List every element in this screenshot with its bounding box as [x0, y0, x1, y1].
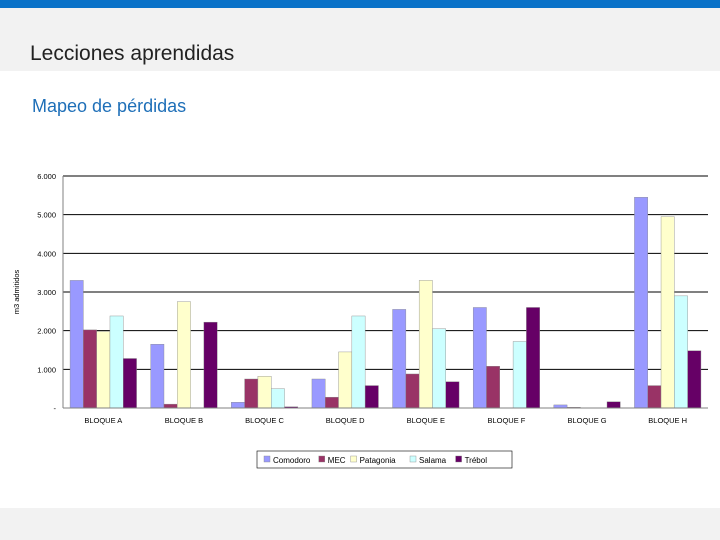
legend-label: Trébol [465, 456, 488, 465]
bar-comodoro [392, 309, 407, 409]
legend: Comodoro MEC Patagonia Salama Trébol [256, 450, 513, 469]
y-tick-label: 5.000 [37, 211, 56, 220]
bar-salama [674, 295, 688, 409]
legend-swatch [350, 455, 357, 463]
bar-tr-bol [606, 401, 621, 409]
bar-tr-bol [123, 358, 137, 409]
bar-patagonia [338, 351, 353, 409]
bar-chart: - 1.000 2.000 3.000 4.000 5.000 6.000 m3 admit… [12, 172, 708, 469]
bar-comodoro [311, 378, 326, 409]
bar-tr-bol [364, 385, 379, 409]
bar-patagonia [257, 376, 272, 409]
y-tick-label: 2.000 [37, 327, 56, 336]
x-tick-label: BLOQUE F [487, 416, 525, 425]
legend-label: Patagonia [360, 456, 397, 465]
bar-patagonia [418, 280, 433, 409]
footer-band [0, 508, 720, 540]
bar-comodoro [634, 197, 648, 409]
x-tick-label: BLOQUE E [407, 416, 445, 425]
y-tick-labels: - 1.000 2.000 3.000 4.000 5.000 6.000 [37, 172, 56, 413]
bar-comodoro [150, 343, 165, 409]
bar-salama [109, 315, 124, 409]
bar-mec [405, 373, 420, 409]
legend-label: Comodoro [273, 456, 311, 465]
top-accent-bar [0, 0, 720, 8]
legend-label: MEC [328, 456, 346, 465]
bar-patagonia [96, 331, 111, 409]
bar-mec [244, 378, 259, 409]
y-tick-label: - [54, 404, 57, 413]
bar-tr-bol [445, 381, 460, 409]
x-tick-label: BLOQUE A [84, 416, 122, 425]
slide-subtitle: Mapeo de pérdidas [32, 96, 187, 116]
bar-tr-bol [526, 307, 540, 409]
bar-mec [163, 403, 178, 409]
x-tick-labels: BLOQUE A BLOQUE B BLOQUE C BLOQUE D BLOQUE E… [84, 416, 687, 425]
bar-mec [83, 329, 97, 409]
header-band [0, 8, 720, 71]
bar-salama [351, 315, 366, 409]
bar-comodoro [472, 307, 487, 409]
legend-swatch [263, 455, 271, 463]
bar-salama [432, 328, 446, 409]
x-tick-label: BLOQUE H [648, 416, 687, 425]
bar-patagonia [660, 216, 675, 409]
bar-comodoro [69, 280, 84, 409]
bar-patagonia [177, 301, 191, 409]
y-tick-label: 1.000 [37, 365, 56, 374]
gridlines [63, 175, 708, 370]
bars [69, 197, 702, 409]
bar-comodoro [231, 401, 245, 409]
x-tick-label: BLOQUE B [165, 416, 203, 425]
legend-swatch [318, 455, 325, 463]
bar-tr-bol [687, 350, 702, 409]
bar-tr-bol [203, 321, 218, 409]
bar-salama [512, 341, 527, 409]
x-tick-label: BLOQUE G [567, 416, 606, 425]
x-tick-label: BLOQUE C [245, 416, 284, 425]
legend-swatch [455, 455, 462, 463]
legend-swatch [409, 455, 417, 463]
y-tick-label: 6.000 [37, 172, 56, 181]
bar-salama [271, 388, 285, 409]
y-tick-label: 3.000 [37, 288, 56, 297]
bar-mec [325, 396, 339, 409]
slide-title: Lecciones aprendidas [30, 42, 235, 65]
legend-label: Salama [419, 456, 447, 465]
legend-box [256, 450, 513, 469]
bar-mec [647, 385, 662, 409]
x-tick-label: BLOQUE D [326, 416, 365, 425]
y-tick-label: 4.000 [37, 249, 56, 258]
bar-mec [486, 366, 500, 409]
y-axis-label: m3 admitidos [12, 269, 21, 314]
